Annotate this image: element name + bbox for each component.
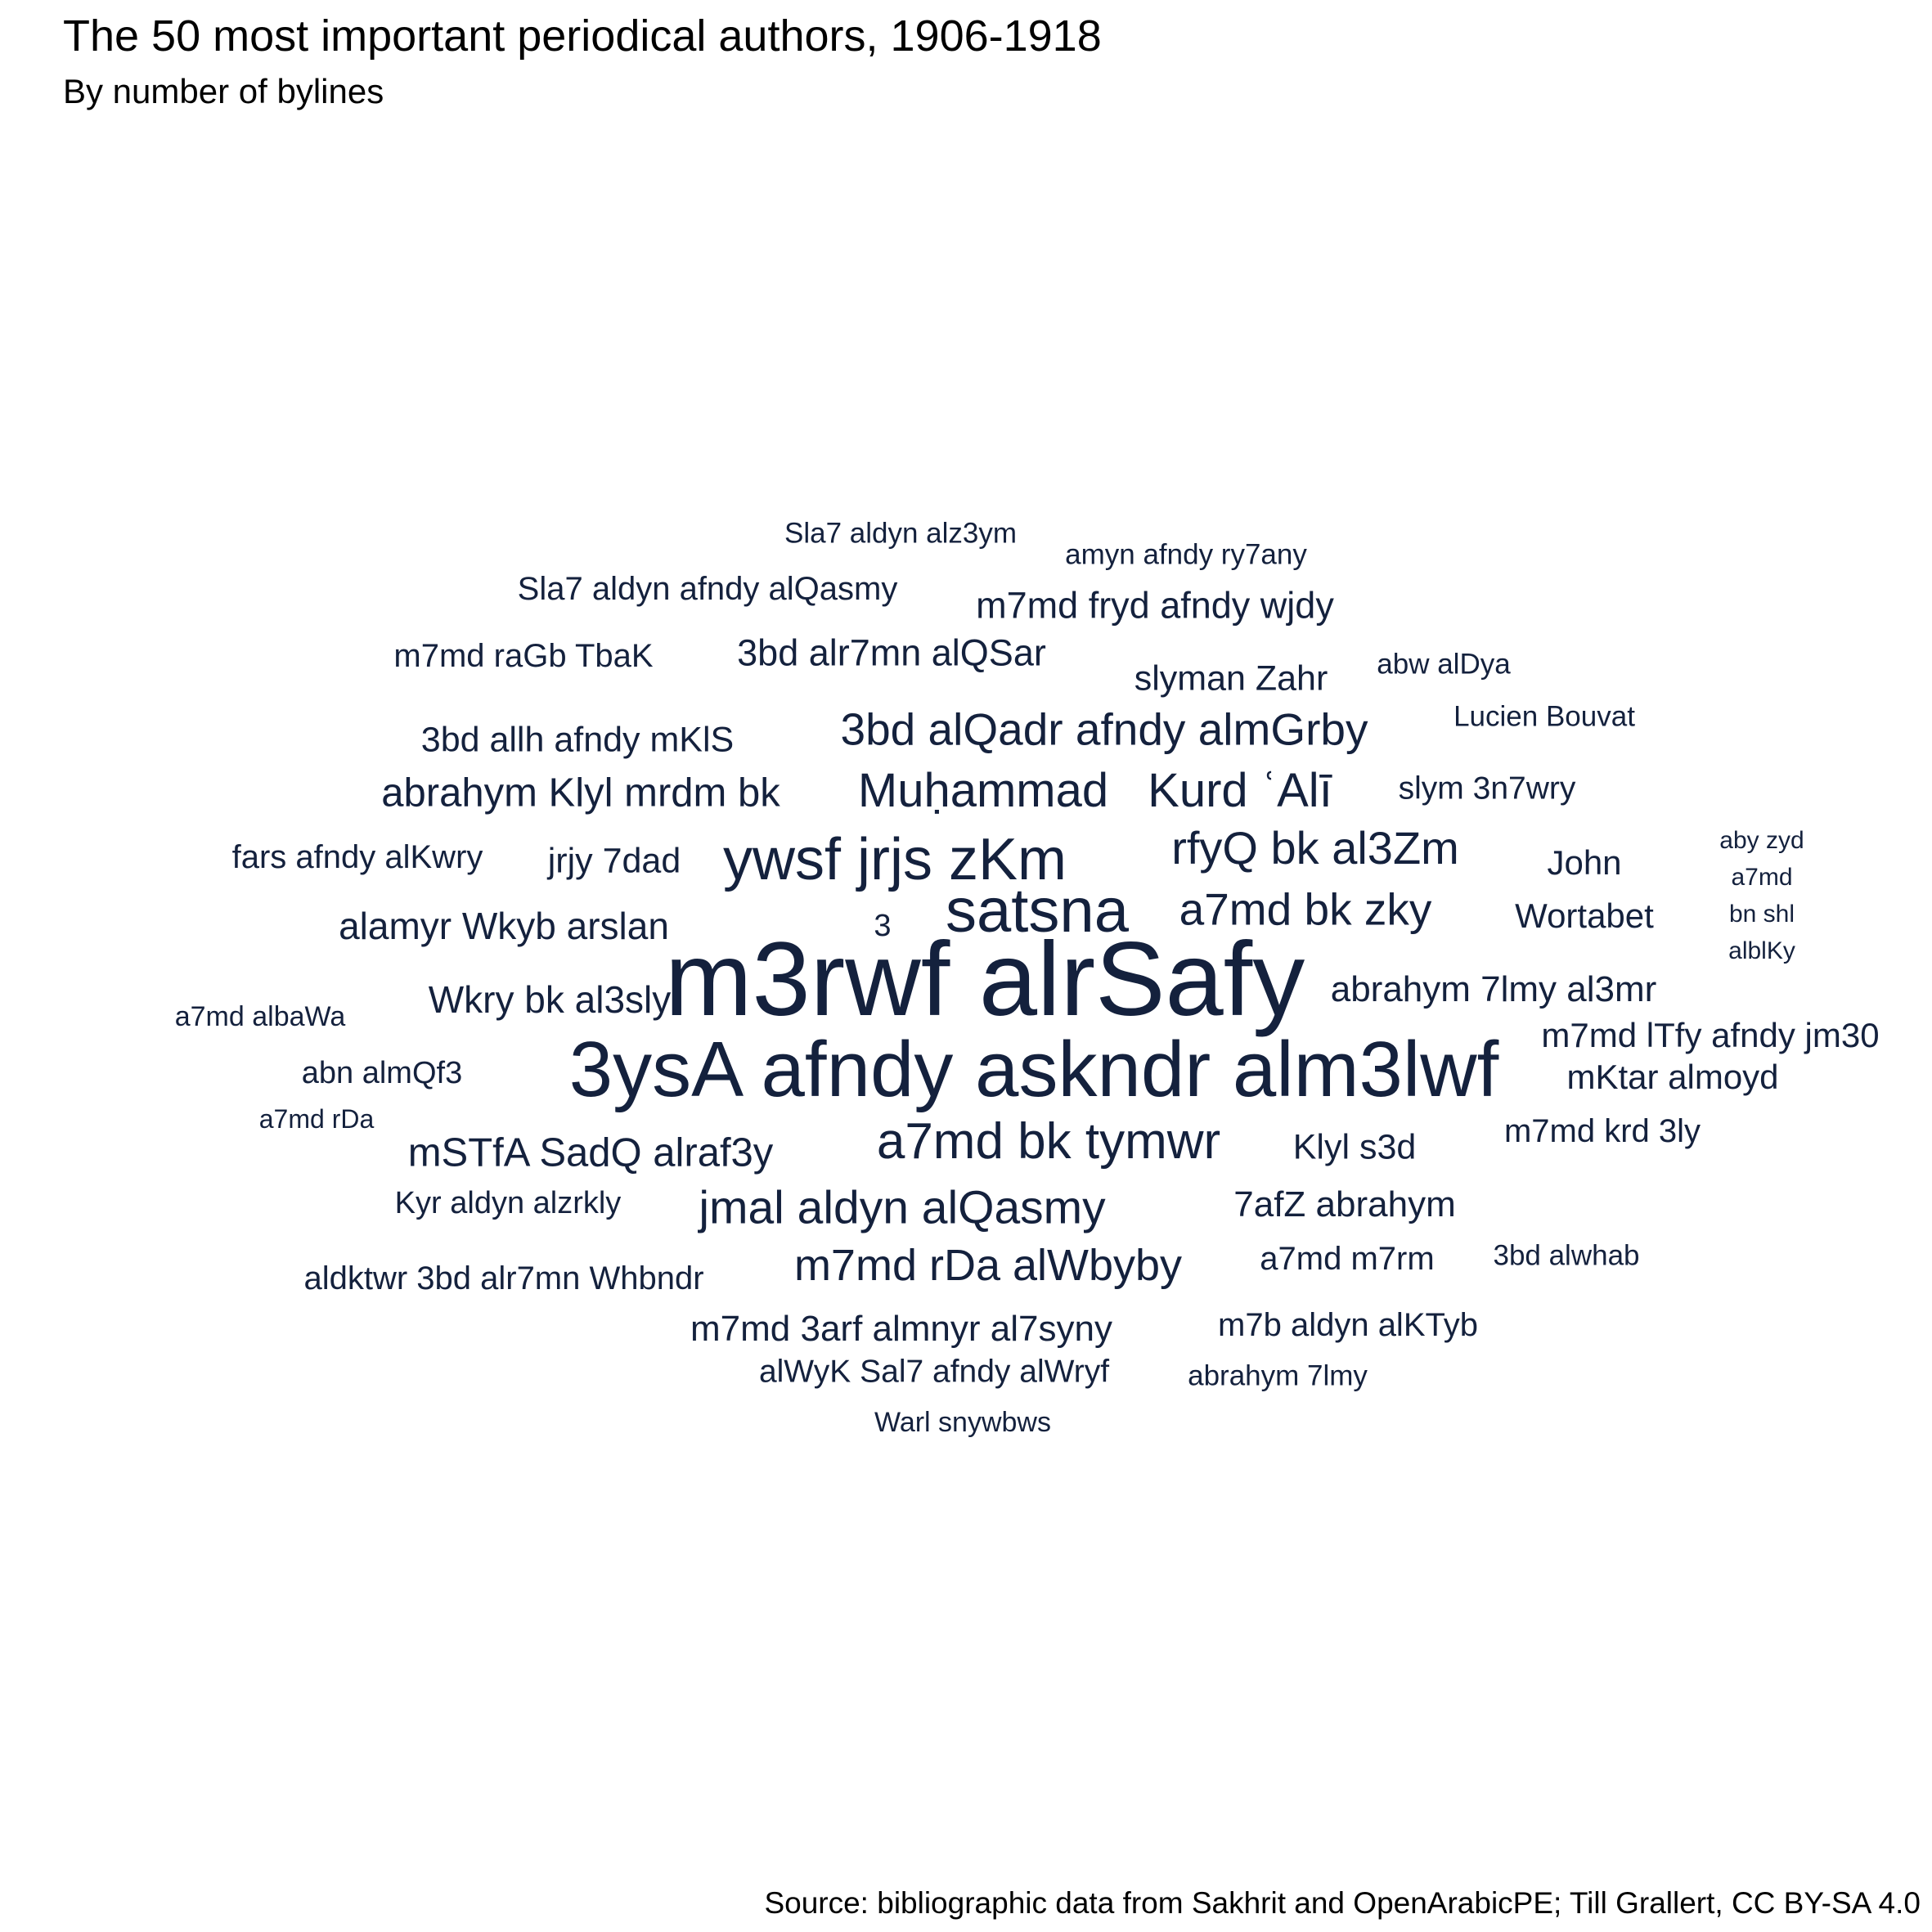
word-3ysa-afndy-askndr-alm3lwf: 3ysA afndy askndr alm3lwf bbox=[568, 1026, 1499, 1113]
word-abw-aldya: abw alDya bbox=[1377, 648, 1511, 681]
word-m7md-ragb-tbak: m7md raGb TbaK bbox=[393, 638, 654, 674]
word-amyn-afndy-ry7any: amyn afndy ry7any bbox=[1065, 538, 1307, 571]
word-fars-afndy-alkwry: fars afndy alKwry bbox=[231, 839, 483, 875]
chart-subtitle: By number of bylines bbox=[63, 72, 384, 110]
word-jrjy-7dad: jrjy 7dad bbox=[547, 841, 681, 881]
word-a7md-m7rm: a7md m7rm bbox=[1260, 1241, 1435, 1277]
word-lucien-bouvat: Lucien Bouvat bbox=[1453, 700, 1635, 733]
word-slym-3n7wry: slym 3n7wry bbox=[1398, 771, 1576, 806]
word-alamyr-wkyb-arslan: alamyr Wkyb arslan bbox=[339, 905, 669, 947]
word-m7md-3arf-almnyr-al7syny: m7md 3arf almnyr al7syny bbox=[690, 1309, 1112, 1349]
word-jmal-aldyn-alqasmy: jmal aldyn alQasmy bbox=[699, 1181, 1106, 1234]
source-caption: Source: bibliographic data from Sakhrit … bbox=[764, 1886, 1921, 1920]
word-mu-ammad: Muḥammad bbox=[857, 764, 1109, 817]
word-bn-shl: bn shl bbox=[1728, 901, 1795, 928]
word-sla7-aldyn-afndy-alqasmy: Sla7 aldyn afndy alQasmy bbox=[517, 571, 898, 607]
word-3bd-alwhab: 3bd alwhab bbox=[1493, 1239, 1640, 1272]
word-mktar-almoyd: mKtar almoyd bbox=[1566, 1058, 1779, 1096]
word-3: 3 bbox=[874, 909, 892, 943]
word-aby-zyd: aby zyd bbox=[1719, 827, 1804, 854]
word-alwyk-sal7-afndy-alwryf: alWyK Sal7 afndy alWryf bbox=[758, 1354, 1110, 1390]
word-wortabet: Wortabet bbox=[1515, 896, 1654, 935]
word-m7md-fryd-afndy-wjdy: m7md fryd afndy wjdy bbox=[976, 584, 1334, 627]
word-a7md-bk-tymwr: a7md bk tymwr bbox=[876, 1113, 1221, 1170]
word-abrahym-7lmy: abrahym 7lmy bbox=[1188, 1359, 1368, 1392]
word-klyl-s3d: Klyl s3d bbox=[1292, 1127, 1417, 1167]
word-ywsf-jrjs-zkm: ywsf jrjs zKm bbox=[723, 827, 1067, 892]
word-kyr-aldyn-alzrkly: Kyr aldyn alzrkly bbox=[394, 1186, 622, 1220]
word-7afz-abrahym: 7afZ abrahym bbox=[1233, 1184, 1456, 1224]
word-kurd-al: Kurd ʿAlī bbox=[1148, 764, 1332, 817]
word-a7md-rda: a7md rDa bbox=[258, 1104, 375, 1134]
word-sla7-aldyn-alz3ym: Sla7 aldyn alz3ym bbox=[784, 517, 1018, 550]
word-m7md-rda-alwbyby: m7md rDa alWbyby bbox=[793, 1241, 1183, 1290]
word-rfyq-bk-al3zm: rfyQ bk al3Zm bbox=[1171, 822, 1459, 874]
word-mstfa-sadq-alraf3y: mSTfA SadQ alraf3y bbox=[407, 1130, 774, 1175]
word-john: John bbox=[1547, 843, 1622, 882]
word-satsna: satsna bbox=[946, 876, 1129, 946]
word-abrahym-klyl-mrdm-bk: abrahym Klyl mrdm bk bbox=[381, 771, 780, 815]
word-m7md-krd-3ly: m7md krd 3ly bbox=[1503, 1113, 1701, 1149]
word-aldktwr-3bd-alr7mn-whbndr: aldktwr 3bd alr7mn Whbndr bbox=[303, 1260, 704, 1296]
word-a7md: a7md bbox=[1731, 864, 1793, 891]
word-abn-almqf3: abn almQf3 bbox=[301, 1056, 463, 1090]
word-3bd-allh-afndy-mkls: 3bd allh afndy mKlS bbox=[420, 720, 735, 760]
word-slyman-zahr: slyman Zahr bbox=[1134, 658, 1328, 699]
word-wkry-bk-al3sly: Wkry bk al3sly bbox=[428, 978, 672, 1021]
word-m7b-aldyn-alktyb: m7b aldyn alKTyb bbox=[1218, 1307, 1478, 1343]
word-warl-snywbws: Warl snywbws bbox=[874, 1407, 1051, 1438]
word-m7md-ltfy-afndy-jm30: m7md lTfy afndy jm30 bbox=[1541, 1016, 1880, 1054]
word-3bd-alr7mn-alqsar: 3bd alr7mn alQSar bbox=[737, 631, 1046, 674]
chart-title: The 50 most important periodical authors… bbox=[63, 11, 1102, 61]
word-m3rwf-alrsafy: m3rwf alrSafy bbox=[664, 921, 1305, 1038]
word-abrahym-7lmy-al3mr: abrahym 7lmy al3mr bbox=[1330, 969, 1657, 1009]
word-a7md-bk-zky: a7md bk zky bbox=[1179, 883, 1432, 935]
word-a7md-albawa: a7md albaWa bbox=[174, 1001, 346, 1032]
word-3bd-alqadr-afndy-almgrby: 3bd alQadr afndy almGrby bbox=[840, 703, 1368, 755]
word-alblky: alblKy bbox=[1728, 937, 1795, 964]
